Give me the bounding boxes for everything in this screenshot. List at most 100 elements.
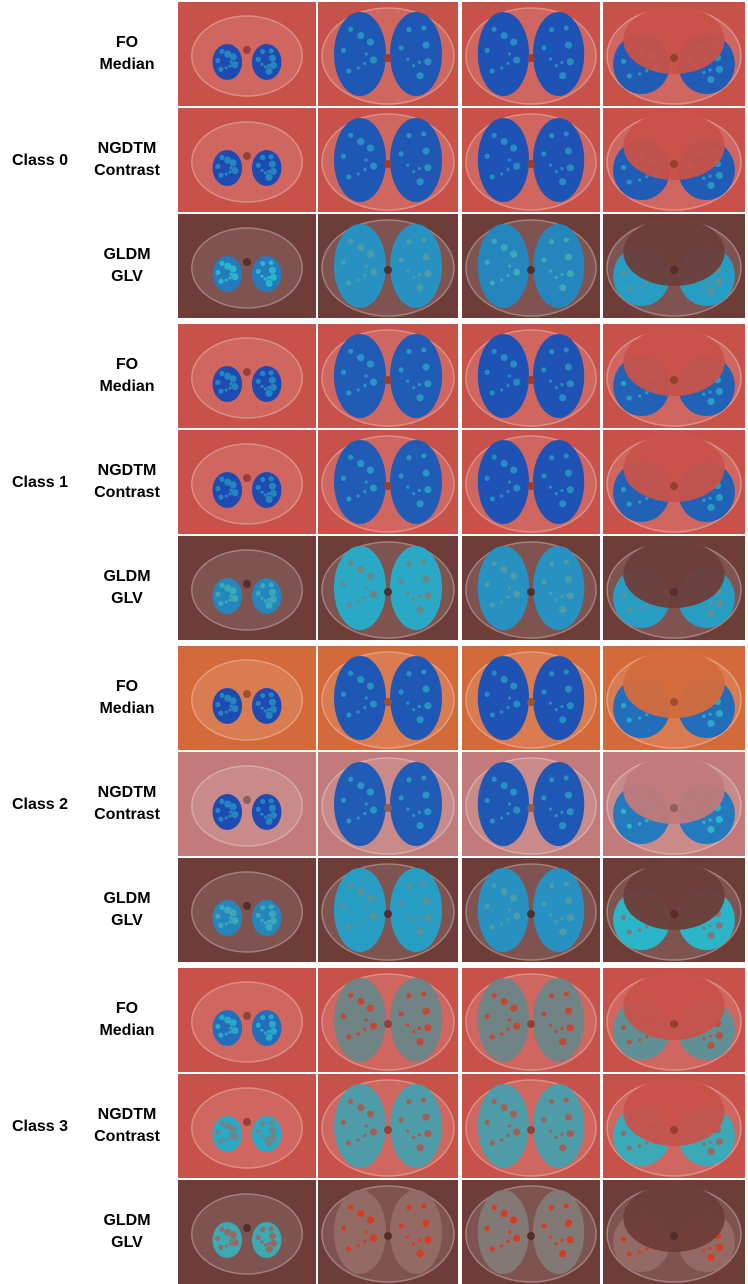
texture-speckle (421, 25, 427, 31)
trachea (384, 698, 392, 706)
texture-speckle (549, 1099, 555, 1105)
texture-speckle (269, 383, 277, 391)
ct-slice-image (462, 214, 600, 318)
texture-speckle (564, 897, 573, 905)
ct-heatmap-tile (462, 430, 600, 534)
texture-speckle (563, 25, 569, 31)
texture-speckle (260, 798, 266, 805)
texture-speckle (406, 671, 412, 677)
texture-speckle (260, 1134, 264, 1138)
ct-slice-image (318, 214, 458, 318)
trachea (243, 1224, 251, 1232)
texture-speckle (369, 484, 378, 492)
texture-speckle (489, 1246, 495, 1252)
feature-label: NGDTM Contrast (80, 138, 174, 182)
ct-heatmap-tile (318, 858, 458, 962)
trachea (384, 376, 392, 384)
ct-heatmap-tile (462, 752, 600, 856)
ct-heatmap-tile (603, 752, 745, 856)
texture-speckle (645, 391, 649, 395)
texture-speckle (260, 706, 264, 710)
texture-speckle (564, 1219, 573, 1227)
ct-heatmap-tile (178, 108, 316, 212)
texture-speckle (268, 804, 276, 812)
ct-slice-image (318, 1074, 458, 1178)
texture-speckle (268, 260, 274, 266)
texture-speckle (364, 908, 368, 912)
texture-speckle (416, 716, 424, 724)
texture-speckle (500, 1032, 504, 1036)
texture-speckle (645, 281, 649, 285)
texture-speckle (513, 806, 521, 814)
texture-speckle (484, 581, 490, 587)
texture-speckle (549, 27, 555, 33)
texture-speckle (566, 380, 574, 388)
trachea (384, 160, 392, 168)
texture-speckle (564, 469, 573, 477)
texture-speckle (260, 1014, 266, 1021)
texture-speckle (564, 685, 573, 693)
texture-speckle (506, 61, 510, 66)
texture-speckle (417, 382, 421, 387)
texture-speckle (255, 912, 261, 918)
texture-speckle (620, 592, 627, 599)
texture-speckle (356, 66, 360, 70)
texture-speckle (269, 61, 277, 69)
ct-heatmap-tile (462, 1180, 600, 1284)
ct-slice-image (178, 646, 316, 750)
texture-speckle (356, 816, 360, 820)
texture-speckle (224, 710, 228, 714)
texture-speckle (566, 164, 574, 172)
ct-slice-image (462, 646, 600, 750)
texture-speckle (560, 382, 564, 387)
texture-speckle (269, 595, 277, 603)
texture-speckle (424, 808, 432, 816)
texture-speckle (231, 1239, 239, 1247)
texture-speckle (507, 1230, 512, 1234)
texture-speckle (548, 807, 553, 811)
texture-speckle (500, 997, 508, 1006)
texture-speckle (406, 239, 412, 245)
texture-speckle (229, 1125, 237, 1133)
texture-speckle (363, 489, 367, 494)
texture-speckle (554, 813, 558, 818)
texture-speckle (231, 383, 239, 391)
texture-speckle (346, 280, 352, 286)
texture-speckle (554, 919, 558, 924)
texture-speckle (224, 1032, 228, 1036)
texture-speckle (489, 496, 495, 502)
texture-speckle (229, 1238, 233, 1242)
texture-speckle (507, 802, 512, 806)
texture-speckle (422, 1113, 430, 1121)
texture-speckle (268, 476, 274, 482)
ct-heatmap-tile (178, 646, 316, 750)
texture-speckle (560, 916, 564, 921)
ct-slice-image (462, 108, 600, 212)
trachea (669, 376, 679, 384)
texture-speckle (513, 1128, 521, 1136)
texture-speckle (228, 598, 232, 602)
texture-speckle (541, 45, 547, 51)
texture-speckle (218, 1244, 224, 1250)
texture-speckle (645, 497, 649, 501)
texture-speckle (412, 597, 416, 602)
texture-speckle (554, 275, 558, 280)
texture-speckle (224, 478, 232, 486)
texture-speckle (645, 1141, 649, 1145)
texture-speckle (507, 908, 512, 912)
texture-speckle (563, 991, 569, 997)
texture-speckle (564, 791, 573, 799)
texture-speckle (369, 590, 378, 598)
heart-diaphragm-region (623, 862, 725, 930)
texture-speckle (708, 712, 712, 716)
feature-name: GLV (111, 1234, 143, 1251)
texture-speckle (424, 702, 432, 710)
texture-speckle (417, 60, 421, 65)
feature-label: GLDM GLV (80, 566, 174, 610)
texture-speckle (267, 814, 271, 818)
texture-speckle (348, 560, 354, 566)
texture-speckle (513, 1022, 521, 1030)
left-lung (251, 1010, 282, 1046)
texture-speckle (255, 484, 261, 490)
texture-speckle (224, 1016, 232, 1024)
